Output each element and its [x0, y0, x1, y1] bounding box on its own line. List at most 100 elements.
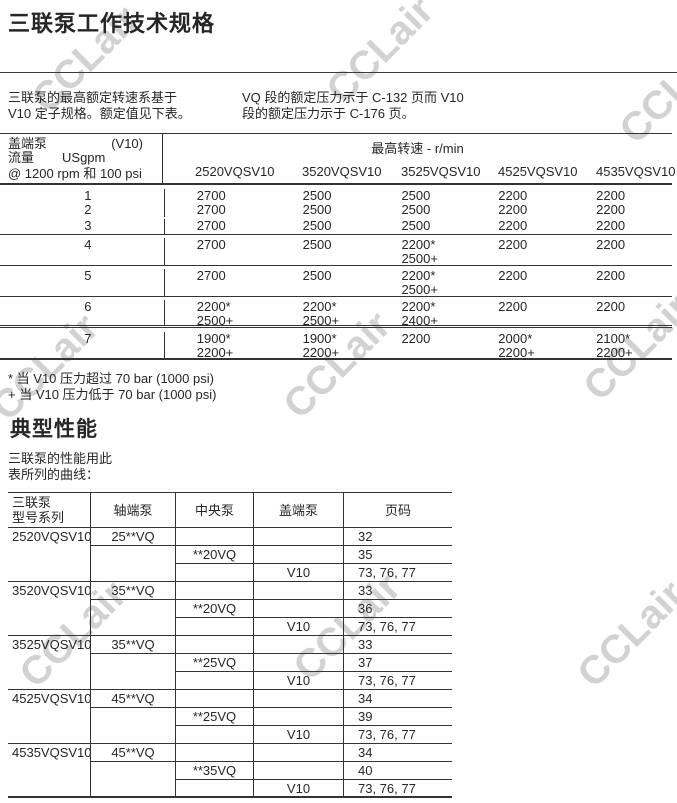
- flow-unit-label: USgpm: [62, 150, 106, 165]
- speed-value: 2200*: [196, 299, 231, 314]
- performance-row: 4535VQSV10 45**VQ 34: [8, 744, 452, 762]
- speed-value: 2100*: [596, 331, 631, 346]
- speed-header-region: 最高转速 - r/min 2520VQSV10 3520VQSV10 3525V…: [162, 134, 676, 183]
- cover-pump-cell: V10: [253, 726, 343, 744]
- shaft-pump-cell: [90, 546, 175, 564]
- speed-cell: 2500: [401, 219, 498, 234]
- model-cell: [8, 672, 90, 690]
- cover-pump-cell: [253, 600, 343, 618]
- center-pump-cell: [175, 618, 253, 636]
- speed-value: 2200: [596, 202, 626, 217]
- flow-value: 6: [84, 299, 92, 314]
- speed-value: 2500+: [401, 251, 438, 266]
- speed-cell: 2200: [596, 300, 672, 325]
- model-cell: 4525VQSV10: [12, 691, 92, 706]
- model-cell: 2520VQSV10: [12, 529, 92, 544]
- speed-cell: 2500: [303, 219, 402, 234]
- shaft-pump-cell: [90, 726, 175, 744]
- page-cell: 73, 76, 77: [343, 726, 452, 744]
- cover-pump-cell: V10: [253, 672, 343, 690]
- flow-condition-label: @ 1200 rpm 和 100 psi: [8, 166, 142, 181]
- cover-pump-cell: V10: [253, 618, 343, 636]
- speed-value: 2200: [498, 218, 528, 233]
- speed-cell: 2500: [303, 269, 402, 296]
- shaft-pump-cell: [90, 762, 175, 780]
- speed-cell: 2100* 2200+: [596, 331, 672, 360]
- center-pump-cell: [175, 582, 253, 600]
- speed-value: 2200+: [196, 345, 234, 360]
- speed-value: 2500: [302, 268, 332, 283]
- flow-value: 7: [84, 331, 92, 346]
- performance-row: V10 73, 76, 77: [8, 618, 452, 636]
- center-pump-cell: **35VQ: [175, 762, 253, 780]
- speed-value: 2500: [401, 202, 431, 217]
- intro-text-right: VQ 段的额定压力示于 C-132 页而 V10 段的额定压力示于 C-176 …: [242, 90, 464, 121]
- speed-value: 2700: [196, 237, 226, 252]
- speed-value: 2200: [401, 331, 431, 346]
- page-cell: 39: [343, 708, 452, 726]
- speed-value: 2200: [596, 218, 626, 233]
- page-cell: 73, 76, 77: [343, 618, 452, 636]
- page-cell: 36: [343, 600, 452, 618]
- shaft-pump-cell: [90, 618, 175, 636]
- cover-pump-cell: V10: [253, 780, 343, 798]
- center-pump-column-header: 中央泵: [175, 493, 253, 527]
- performance-row: **35VQ 40: [8, 762, 452, 780]
- speed-cell: 2200* 2500+: [303, 300, 402, 328]
- performance-row: V10 73, 76, 77: [8, 672, 452, 690]
- speed-value: 2700: [196, 218, 226, 233]
- speed-value: 2200: [498, 237, 528, 252]
- cover-pump-cell: [253, 528, 343, 546]
- page-cell: 32: [343, 528, 452, 546]
- cover-pump-cell: [253, 690, 343, 708]
- section-intro-text: 三联泵的性能用此 表所列的曲线：: [8, 451, 113, 482]
- performance-row: **20VQ 35: [8, 546, 452, 564]
- max-speed-header: 最高转速 - r/min: [371, 141, 464, 156]
- model-header: 4525VQSV10: [498, 164, 578, 179]
- shaft-pump-cell: [90, 672, 175, 690]
- flow-value: 2: [84, 202, 92, 217]
- pump-speed-table-header: 盖端泵 (V10) 流量 USgpm @ 1200 rpm 和 100 psi 最…: [0, 134, 676, 185]
- speed-row-flow-3: 3 2700 2500 2500 2200 2200: [0, 217, 672, 235]
- speed-cell: 2500: [303, 238, 402, 265]
- speed-value: 2200: [596, 237, 626, 252]
- speed-cell: 2200: [596, 203, 672, 217]
- center-pump-cell: [175, 564, 253, 582]
- center-pump-cell: [175, 690, 253, 708]
- speed-row-flow-6: 6 2200* 2500+ 2200* 2500+ 2200* 2400+ 2200 2200: [0, 297, 672, 328]
- flow-value: 4: [84, 237, 92, 252]
- cover-pump-column-header: 盖端泵: [253, 493, 343, 527]
- speed-value: 1900*: [302, 331, 337, 346]
- model-cell: [8, 708, 90, 726]
- cover-end-pump-label: 盖端泵: [8, 136, 48, 151]
- shaft-pump-cell: 25**VQ: [90, 528, 175, 546]
- model-cell: 3525VQSV10: [12, 637, 92, 652]
- speed-value: 2200*: [401, 237, 436, 252]
- cover-pump-cell: [253, 762, 343, 780]
- horizontal-rule: [0, 72, 677, 73]
- speed-value: 2500: [302, 202, 332, 217]
- performance-row: V10 73, 76, 77: [8, 780, 452, 798]
- speed-cell: 2000* 2200+: [498, 332, 596, 360]
- speed-value: 1900*: [196, 331, 231, 346]
- series-column-header: 三联泵 型号系列: [12, 495, 65, 525]
- footnote-plus: + 当 V10 压力低于 70 bar (1000 psi): [8, 387, 217, 402]
- model-cell: 4535VQSV10: [12, 745, 92, 760]
- speed-cell: 2200: [596, 189, 672, 203]
- page-column-header: 页码: [343, 493, 452, 527]
- cover-pump-cell: [253, 654, 343, 672]
- shaft-pump-cell: 45**VQ: [90, 744, 175, 762]
- center-pump-cell: [175, 726, 253, 744]
- speed-cell: 2200: [596, 269, 672, 296]
- speed-cell: 2700: [163, 269, 303, 296]
- speed-value: 2200*: [401, 299, 436, 314]
- speed-row-flow-1: 1 2700 2500 2500 2200 2200: [0, 185, 672, 203]
- page-title: 三联泵工作技术规格: [8, 11, 216, 36]
- page-cell: 33: [343, 636, 452, 654]
- speed-value: 2500: [302, 237, 332, 252]
- speed-cell: 2500: [303, 189, 402, 203]
- flow-column-header: 盖端泵 (V10) 流量 USgpm @ 1200 rpm 和 100 psi: [0, 134, 162, 183]
- speed-value: 2200: [596, 188, 626, 203]
- page-cell: 73, 76, 77: [343, 564, 452, 582]
